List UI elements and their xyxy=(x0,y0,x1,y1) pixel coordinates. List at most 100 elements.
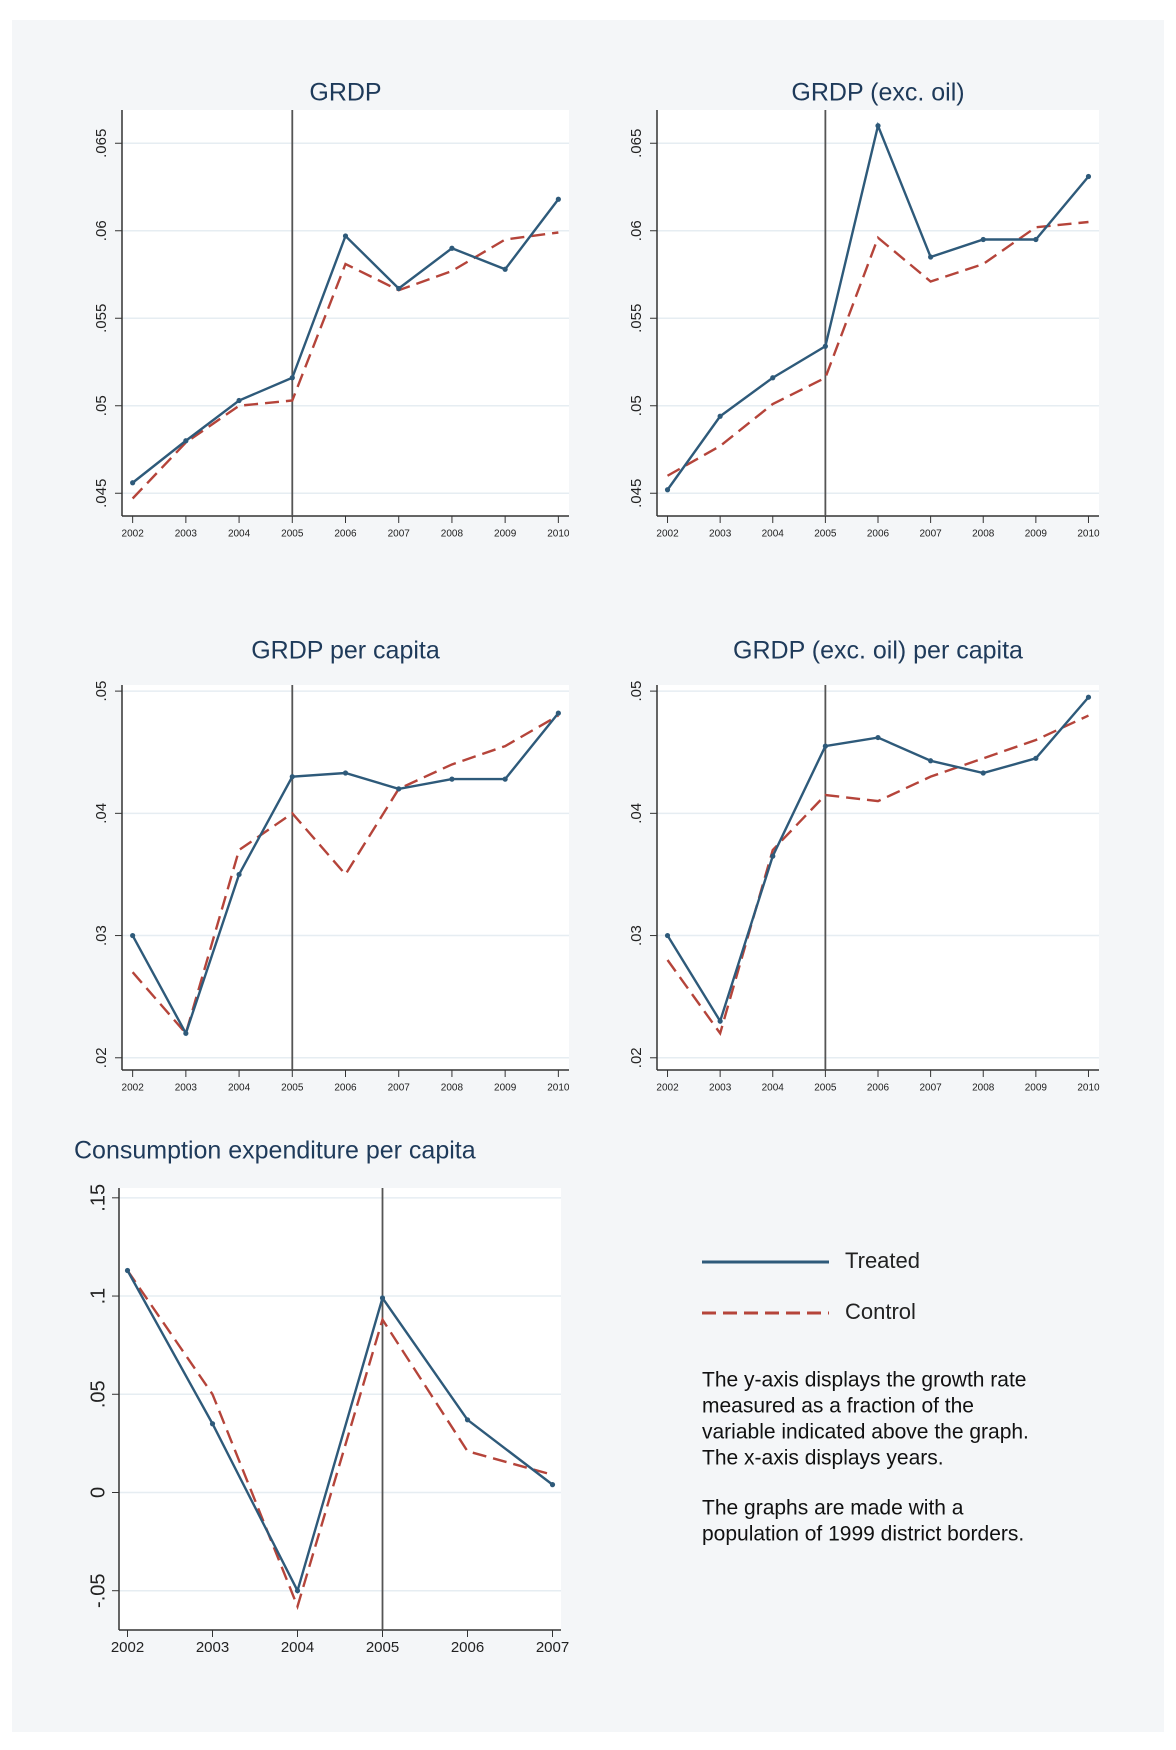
point xyxy=(664,487,671,493)
x-tick-label: 2004 xyxy=(281,1639,314,1656)
y-tick-label: .045 xyxy=(93,479,110,508)
point xyxy=(822,743,828,749)
point xyxy=(770,375,776,381)
plot-area xyxy=(657,110,1099,516)
point xyxy=(717,413,723,419)
y-tick-label: .03 xyxy=(93,925,110,946)
chart-title: GRDP (exc. oil) xyxy=(791,79,964,107)
point xyxy=(822,343,828,349)
series-line xyxy=(666,220,1089,477)
point xyxy=(379,1295,386,1301)
point xyxy=(209,1421,216,1427)
point xyxy=(1085,694,1092,700)
x-tick-label: 2002 xyxy=(111,1639,144,1656)
y-tick-label: .1 xyxy=(87,1288,109,1305)
note: The x-axis displays years. xyxy=(702,1447,944,1470)
plot-area xyxy=(122,110,569,516)
x-tick-label: 2008 xyxy=(972,529,995,540)
point xyxy=(289,774,295,780)
x-tick-label: 2008 xyxy=(441,529,464,540)
point xyxy=(183,438,189,444)
point xyxy=(1085,173,1092,180)
y-tick-label: .065 xyxy=(628,129,645,158)
point xyxy=(549,1482,556,1488)
chart-title: GRDP xyxy=(309,79,381,107)
chart-title: Consumption expenditure per capita xyxy=(74,1137,476,1165)
y-tick-label: .02 xyxy=(93,1047,110,1068)
y-tick-label: 0 xyxy=(87,1487,109,1498)
y-tick-label: .055 xyxy=(628,304,645,333)
point xyxy=(236,397,242,404)
series-line xyxy=(126,1269,554,1594)
x-tick-label: 2005 xyxy=(281,1083,304,1094)
point xyxy=(980,236,986,243)
point xyxy=(289,375,295,381)
series-line xyxy=(131,231,559,500)
point xyxy=(342,233,349,239)
x-tick-label: 2006 xyxy=(334,529,357,540)
x-tick-label: 2003 xyxy=(709,529,732,540)
x-tick-label: 2009 xyxy=(494,529,517,540)
point xyxy=(875,734,881,741)
y-tick-label: .02 xyxy=(628,1047,645,1068)
note: The y-axis displays the growth rate xyxy=(702,1369,1026,1392)
x-tick-label: 2006 xyxy=(334,1083,357,1094)
x-tick-label: 2003 xyxy=(175,1083,198,1094)
x-tick-label: 2010 xyxy=(547,529,570,540)
note: variable indicated above the graph. xyxy=(702,1421,1029,1444)
point xyxy=(236,871,242,878)
plot-area xyxy=(122,685,569,1070)
y-tick-label: .05 xyxy=(93,395,110,416)
y-tick-label: .065 xyxy=(93,129,110,158)
y-tick-label: .045 xyxy=(628,479,645,508)
y-tick-label: .03 xyxy=(628,925,645,946)
point xyxy=(449,245,455,251)
point xyxy=(770,853,776,859)
x-tick-label: 2010 xyxy=(547,1083,570,1094)
point xyxy=(294,1588,301,1594)
point xyxy=(875,123,881,129)
x-tick-label: 2003 xyxy=(196,1639,229,1656)
series-line xyxy=(131,714,559,1036)
x-tick-label: 2002 xyxy=(122,1083,145,1094)
point xyxy=(555,710,561,716)
x-tick-label: 2008 xyxy=(441,1083,464,1094)
x-tick-label: 2006 xyxy=(451,1639,484,1656)
point xyxy=(342,770,349,776)
x-tick-label: 2005 xyxy=(366,1639,399,1656)
y-tick-label: .05 xyxy=(628,681,645,702)
point xyxy=(555,196,561,202)
x-tick-label: 2005 xyxy=(814,1083,837,1094)
x-tick-label: 2006 xyxy=(867,529,890,540)
x-tick-label: 2004 xyxy=(228,1083,251,1094)
chart-title: GRDP (exc. oil) per capita xyxy=(733,637,1023,665)
point xyxy=(130,932,136,939)
x-tick-label: 2008 xyxy=(972,1083,995,1094)
y-tick-label: .15 xyxy=(87,1184,109,1212)
point xyxy=(124,1267,131,1274)
y-tick-label: .06 xyxy=(628,220,645,241)
point xyxy=(502,776,508,782)
chart-title: GRDP per capita xyxy=(251,637,440,665)
legend-label: Control xyxy=(845,1299,916,1324)
point xyxy=(396,786,402,792)
x-tick-label: 2002 xyxy=(656,1083,679,1094)
x-tick-label: 2002 xyxy=(656,529,679,540)
point xyxy=(183,1030,189,1036)
x-tick-label: 2005 xyxy=(814,529,837,540)
y-tick-label: .05 xyxy=(93,681,110,702)
y-tick-label: .06 xyxy=(93,220,110,241)
y-tick-label: .055 xyxy=(93,304,110,333)
x-tick-label: 2007 xyxy=(388,529,411,540)
point xyxy=(1033,236,1039,243)
point xyxy=(928,254,934,260)
point xyxy=(502,266,508,272)
x-tick-label: 2003 xyxy=(175,529,198,540)
point xyxy=(449,776,455,782)
x-tick-label: 2007 xyxy=(919,529,942,540)
x-tick-label: 2004 xyxy=(762,1083,785,1094)
x-tick-label: 2005 xyxy=(281,529,304,540)
point xyxy=(464,1417,471,1423)
